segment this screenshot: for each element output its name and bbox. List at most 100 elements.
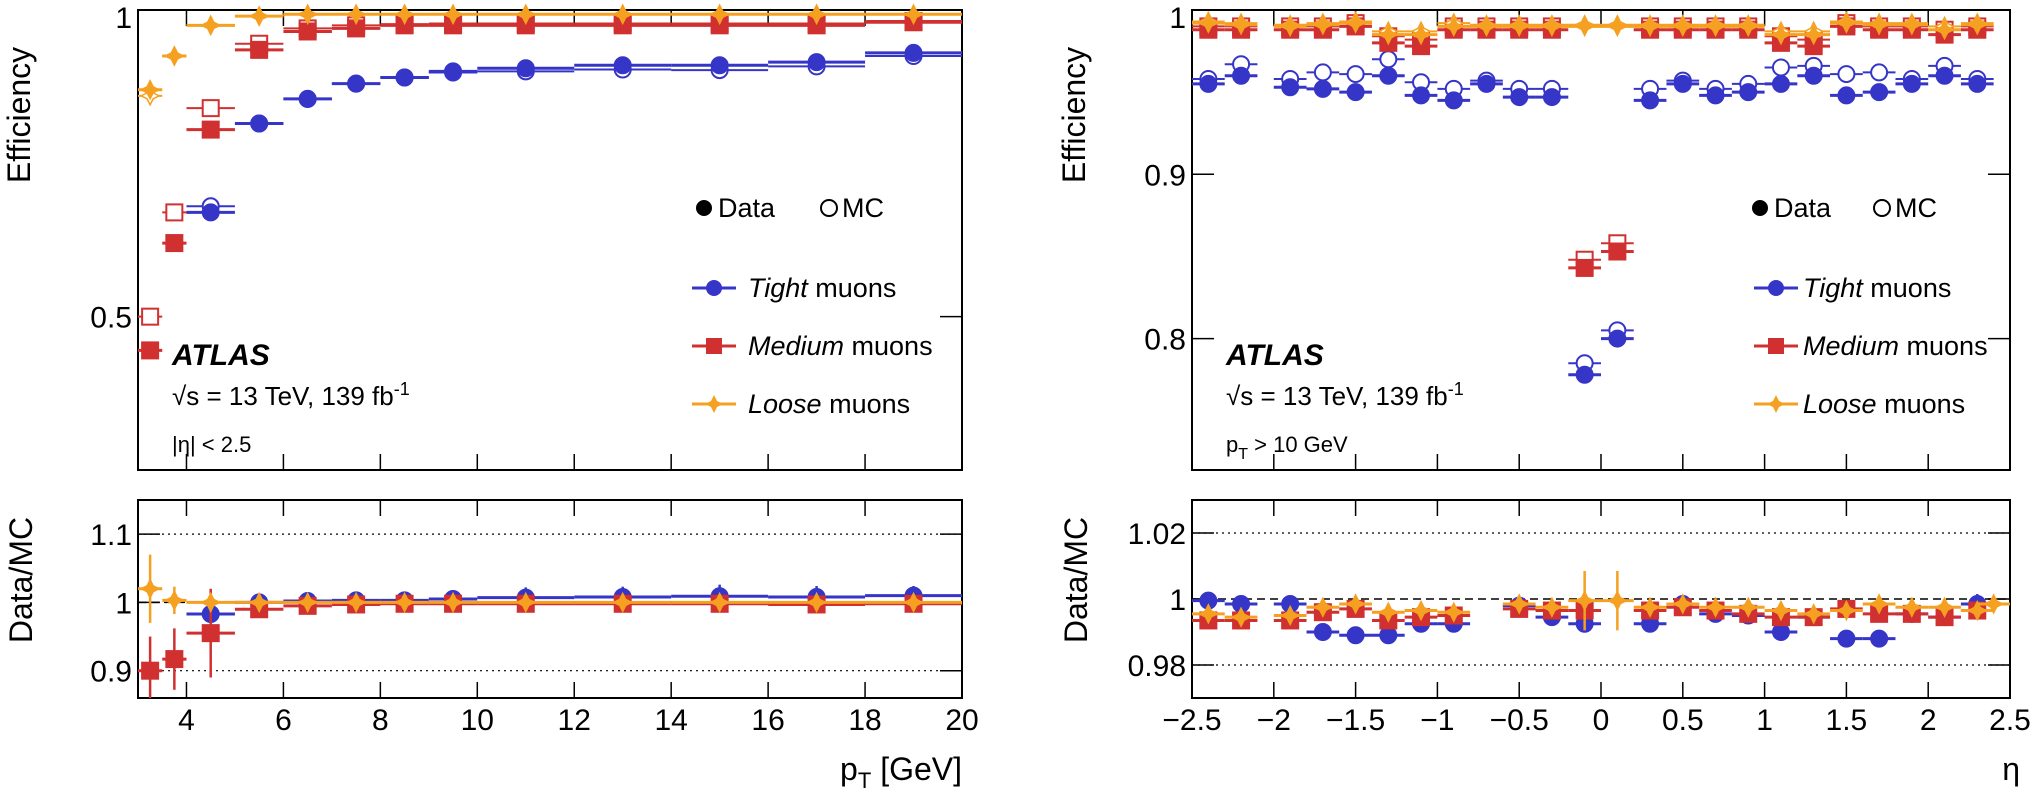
- left-xtick-label-8: 20: [945, 704, 978, 737]
- right-loose-ratio-point-15: [1737, 596, 1759, 618]
- right-xtick-label-7: 1: [1756, 704, 1773, 737]
- right-xtick-label-6: 0.5: [1662, 704, 1704, 737]
- right-tight-ratio-point-15: [1771, 623, 1790, 641]
- left-xtick-label-2: 8: [372, 704, 389, 737]
- left-xlabel: pT [GeV]: [840, 751, 962, 793]
- right-loose-data-point-19: [1835, 12, 1858, 34]
- right-ylabel: Efficiency: [1056, 47, 1092, 183]
- right-loose-data-point-15: [1704, 15, 1727, 38]
- right-tight-data-point-21: [1968, 74, 1987, 93]
- left-xtick-label-0: 4: [178, 704, 195, 737]
- right-tight-data-point-13: [1706, 86, 1725, 105]
- right-cut-p: p: [1226, 432, 1238, 457]
- right-loose-data-point-6: [1410, 23, 1432, 46]
- left-legend-loose: Loose muons: [692, 389, 910, 419]
- left-legend-data-marker: [696, 200, 712, 216]
- left-xtick-label-4: 12: [558, 704, 591, 737]
- left-tight-data-point-1: [250, 114, 269, 133]
- right-loose-ratio-point-9: [1541, 596, 1563, 618]
- left-xtick-label-7: 18: [848, 704, 881, 737]
- left-medium-data-point-3: [250, 40, 269, 59]
- right-tight-mc-point-18: [1870, 63, 1889, 82]
- right-loose-ratio-point-23: [1982, 593, 2005, 615]
- right-loose-data-point-5: [1377, 23, 1399, 46]
- right-loose-ratio-point-11: [1606, 589, 1629, 612]
- right-lumi-sup: -1: [1448, 379, 1464, 399]
- right-loose-ratio-point-17: [1803, 603, 1825, 625]
- right-xtick-label-5: 0: [1593, 704, 1610, 737]
- svg-text:Loose muons: Loose muons: [1803, 389, 1965, 419]
- right-loose-ratio-point-20: [1901, 596, 1923, 618]
- right-xtick-label-1: −2: [1257, 704, 1291, 737]
- right-tight-data-point-19: [1902, 74, 1921, 93]
- left-tight-data-point-6: [516, 59, 535, 78]
- left-atlas-label: ATLAS: [171, 339, 270, 372]
- right-tight-mc-point-5: [1379, 50, 1398, 69]
- right-legend-medium-suffix: muons: [1899, 331, 1988, 361]
- right-cut-label: pT > 10 GeV: [1226, 432, 1348, 463]
- left-loose-data-point-7: [442, 3, 464, 25]
- left-tight-data-point-5: [444, 62, 463, 81]
- right-ratio-ylabel: Data/MC: [1058, 517, 1094, 643]
- right-legend-loose-suffix: muons: [1877, 389, 1966, 419]
- right-tight-data-point-0: [1199, 74, 1218, 93]
- right-loose-data-point-9: [1508, 15, 1530, 38]
- left-legend-mc-marker: [820, 199, 838, 217]
- left-loose-ratio-point-12: [902, 591, 925, 614]
- left-ratio-ytick-label-1: 1: [115, 587, 132, 620]
- right-loose-ratio-point-8: [1508, 593, 1530, 615]
- right-loose-data-point-4: [1344, 12, 1367, 34]
- left-loose-data-point-6: [393, 3, 416, 25]
- right-loose-data-point-21: [1901, 14, 1923, 36]
- left-loose-ratio-point-5: [345, 591, 367, 614]
- left-loose-data-point-0: [139, 79, 161, 101]
- right-loose-ratio-point-2: [1279, 604, 1301, 627]
- left-tight-data-point-9: [807, 53, 826, 72]
- right-medium-data-point-22: [1575, 258, 1594, 277]
- right-cut-rest: > 10 GeV: [1248, 432, 1348, 457]
- right-medium-data-point-23: [1608, 242, 1627, 261]
- left-legend-loose-suffix: muons: [822, 389, 911, 419]
- right-legend-medium: Medium muons: [1754, 331, 1988, 361]
- left-loose-ratio-point-0: [139, 578, 161, 600]
- right-loose-ratio-point-10: [1573, 589, 1596, 612]
- right-tight-data-point-20: [1935, 66, 1954, 85]
- right-legend-tight-name: Tight: [1803, 273, 1864, 303]
- left-medium-data-point-1: [165, 234, 184, 253]
- left-tight-data-point-2: [298, 89, 317, 108]
- svg-text:Medium muons: Medium muons: [1803, 331, 1988, 361]
- right-loose-data-point-18: [1803, 23, 1825, 46]
- left-legend-loose-name: Loose: [748, 389, 822, 419]
- right-tight-data-point-11: [1641, 91, 1660, 110]
- left-panel: Efficiency Data/MC Data MC Tight muons M…: [1, 47, 962, 793]
- left-loose-ratio-point-3: [248, 591, 270, 614]
- right-panel: Efficiency Data/MC Data MC Tight muons M…: [1056, 47, 2020, 787]
- right-loose-data-point-20: [1868, 14, 1890, 36]
- left-energy-text: s = 13 TeV, 139 fb: [186, 381, 393, 411]
- left-ratio-ytick-label-0: 0.9: [90, 656, 132, 689]
- right-tight-data-point-23: [1608, 329, 1627, 348]
- right-tight-data-point-7: [1444, 91, 1463, 110]
- right-loose-data-point-22: [1933, 19, 1956, 41]
- left-loose-ratio-point-9: [612, 591, 634, 614]
- left-tight-data-point-7: [613, 56, 632, 75]
- right-tight-data-point-5: [1379, 66, 1398, 85]
- right-loose-data-point-1: [1230, 14, 1252, 36]
- right-sqrt: √: [1226, 381, 1241, 411]
- left-loose-data-point-8: [515, 3, 537, 25]
- right-ytick-label-0: 0.8: [1144, 324, 1186, 357]
- left-loose-ratio-point-7: [442, 591, 464, 614]
- right-tight-data-point-18: [1870, 83, 1889, 102]
- right-tight-mc-point-3: [1313, 63, 1332, 82]
- right-loose-data-point-14: [1672, 15, 1694, 38]
- left-ytick-label-0: 0.5: [90, 302, 132, 335]
- left-legend-medium: Medium muons: [692, 331, 933, 361]
- right-tight-mc-point-15: [1771, 58, 1790, 77]
- left-sqrt: √: [172, 381, 187, 411]
- right-ratio-ytick-label-2: 1.02: [1128, 518, 1186, 551]
- right-xtick-label-10: 2.5: [1989, 704, 2031, 737]
- right-tight-ratio-point-3: [1313, 623, 1332, 641]
- right-loose-ratio-point-12: [1639, 596, 1661, 618]
- svg-text:Tight muons: Tight muons: [1803, 273, 1951, 303]
- right-loose-ratio-point-3: [1312, 596, 1334, 618]
